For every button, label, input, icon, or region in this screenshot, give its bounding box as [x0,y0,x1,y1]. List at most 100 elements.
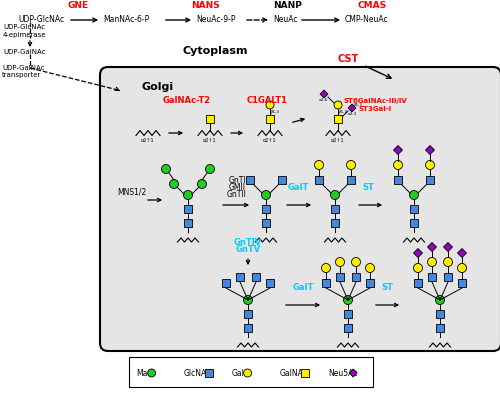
Polygon shape [347,176,355,184]
Text: α2↑1: α2↑1 [331,138,345,143]
Text: NANS: NANS [190,1,220,10]
Polygon shape [266,115,274,123]
Circle shape [330,191,340,199]
Circle shape [198,179,206,189]
Text: CST: CST [338,54,358,64]
Polygon shape [334,115,342,123]
Circle shape [334,101,342,109]
Circle shape [444,258,452,266]
Polygon shape [394,176,402,184]
Polygon shape [394,145,402,154]
FancyBboxPatch shape [100,67,500,351]
Text: GnTII: GnTII [227,190,247,199]
Polygon shape [436,324,444,332]
Circle shape [266,101,274,109]
Circle shape [346,160,356,170]
Text: α2,3: α2,3 [348,112,357,116]
Polygon shape [426,176,434,184]
Polygon shape [344,324,352,332]
Text: NeuAc: NeuAc [273,15,297,25]
Circle shape [184,191,192,199]
Polygon shape [262,219,270,227]
Circle shape [428,258,436,266]
Circle shape [352,258,360,266]
Circle shape [426,160,434,170]
Text: ManNAc-6-P: ManNAc-6-P [103,15,149,25]
Circle shape [314,160,324,170]
Circle shape [322,264,330,272]
Text: GMII: GMII [228,183,246,192]
Polygon shape [348,104,356,112]
Polygon shape [428,243,436,251]
Polygon shape [184,219,192,227]
Text: Gal: Gal [232,368,245,378]
Text: α2↑1: α2↑1 [141,138,155,143]
Polygon shape [331,219,339,227]
Circle shape [344,295,352,305]
Polygon shape [320,90,328,98]
Text: Cytoplasm: Cytoplasm [182,46,248,56]
Circle shape [148,369,156,377]
Circle shape [244,369,252,377]
Text: GNE: GNE [68,1,88,10]
Circle shape [458,264,466,272]
Text: GlcNAc: GlcNAc [184,368,211,378]
Polygon shape [426,145,434,154]
Polygon shape [244,310,252,318]
Text: C1GALT1: C1GALT1 [246,96,288,105]
Circle shape [436,295,444,305]
Circle shape [162,164,170,174]
Polygon shape [366,279,374,287]
Polygon shape [262,205,270,213]
Text: GnTIV: GnTIV [234,238,262,247]
FancyBboxPatch shape [129,357,373,387]
Polygon shape [322,279,330,287]
Circle shape [366,264,374,272]
Circle shape [244,295,252,305]
Text: β1,3: β1,3 [354,103,363,107]
Polygon shape [206,115,214,123]
Text: NANP: NANP [274,1,302,10]
Text: α2,6: α2,6 [319,98,328,102]
Text: ST: ST [381,283,393,292]
Text: Man: Man [136,368,152,378]
Text: CMAS: CMAS [358,1,386,10]
Text: MNS1/2: MNS1/2 [118,187,146,197]
Polygon shape [349,369,357,377]
Text: GalNAc: GalNAc [280,368,308,378]
Polygon shape [252,273,260,281]
Text: UDP-GlcNAc: UDP-GlcNAc [18,15,64,25]
Circle shape [336,258,344,266]
Polygon shape [244,324,252,332]
Polygon shape [205,369,213,377]
Text: UDP-GalNAc: UDP-GalNAc [2,65,44,71]
Polygon shape [414,279,422,287]
Circle shape [410,191,418,199]
Text: UDP-GlcNAc: UDP-GlcNAc [3,24,45,30]
Text: GnTI: GnTI [228,176,246,185]
Polygon shape [344,310,352,318]
Circle shape [170,179,178,189]
Polygon shape [444,243,452,251]
Polygon shape [444,273,452,281]
Text: GalNAc-T2: GalNAc-T2 [163,96,211,105]
Polygon shape [458,249,466,258]
Circle shape [262,191,270,199]
Text: ST6GalNAc-III/IV: ST6GalNAc-III/IV [343,98,407,104]
Text: 4-epimerase: 4-epimerase [3,32,46,38]
Polygon shape [410,205,418,213]
Polygon shape [266,279,274,287]
Polygon shape [331,205,339,213]
Text: α2↑1: α2↑1 [203,138,217,143]
Text: α2↑1: α2↑1 [263,138,277,143]
Polygon shape [336,273,344,281]
Circle shape [414,264,422,272]
Polygon shape [352,273,360,281]
Text: Golgi: Golgi [142,82,174,92]
Text: β1,3: β1,3 [339,110,348,114]
Text: transporter: transporter [2,72,42,78]
Polygon shape [410,219,418,227]
Text: NeuAc-9-P: NeuAc-9-P [196,15,235,25]
Circle shape [206,164,214,174]
Polygon shape [436,310,444,318]
